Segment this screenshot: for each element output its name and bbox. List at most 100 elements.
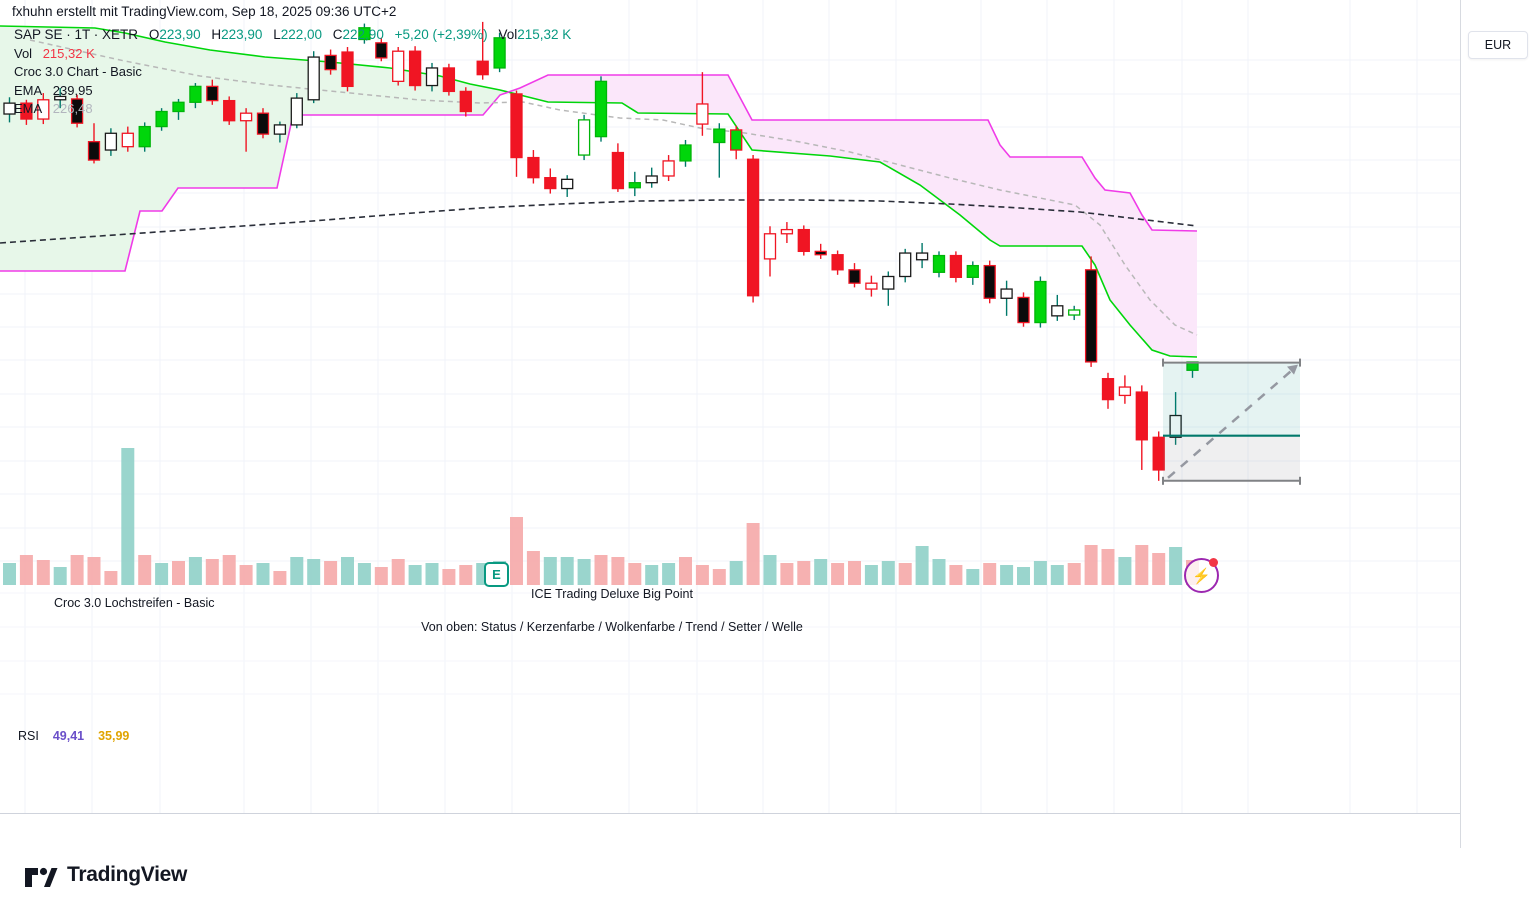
ema1-value: 239,95	[52, 82, 93, 98]
candle-body	[155, 110, 168, 128]
candle-body	[256, 112, 270, 135]
candle-body	[713, 128, 726, 144]
candle-body	[324, 54, 337, 71]
volume-bar	[391, 559, 405, 585]
candle-body	[1068, 309, 1081, 316]
candle-body	[983, 264, 996, 299]
volume-bar	[87, 557, 101, 585]
volume-bar	[459, 565, 473, 585]
chart-legend: SAP SE · 1T · XETR O223,90 H223,90 L222,…	[14, 26, 571, 119]
volume-bar	[695, 565, 709, 585]
candle-body	[37, 99, 50, 120]
candle-body	[662, 160, 675, 177]
candle-body	[561, 178, 574, 190]
volume-bar	[138, 555, 152, 585]
candle-body	[949, 254, 963, 278]
ice-trading-title: ICE Trading Deluxe Big Point	[531, 587, 693, 601]
ema1-legend-row[interactable]: EMA 239,95	[14, 82, 571, 100]
open-label: O	[148, 27, 160, 42]
symbol-row[interactable]: SAP SE · 1T · XETR O223,90 H223,90 L222,…	[14, 26, 571, 44]
croc-chart-title: Croc 3.0 Chart - Basic	[14, 64, 142, 79]
croc-chart-legend-row[interactable]: Croc 3.0 Chart - Basic	[14, 63, 571, 81]
candle-body	[459, 90, 472, 113]
rsi-ma-value: 35,99	[98, 729, 130, 743]
high-label: H	[211, 27, 222, 42]
candle-body	[476, 60, 489, 76]
rsi-legend-row[interactable]: RSI 49,41 35,99	[18, 729, 129, 743]
ema-slow-dashed-black	[0, 199, 1198, 244]
tradingview-brand[interactable]: TradingView	[67, 863, 188, 886]
candle-body	[70, 98, 84, 124]
candle-body	[1169, 414, 1182, 438]
events-lightning-button[interactable]: ⚡	[1184, 558, 1219, 593]
volume-bar	[915, 546, 929, 585]
volume-bar	[324, 561, 338, 585]
volume-bar	[831, 563, 845, 585]
currency-button[interactable]: EUR	[1468, 31, 1528, 59]
candle-body	[341, 51, 354, 88]
volume-bar	[273, 571, 287, 585]
candle-body	[1051, 305, 1064, 317]
candle-body	[1084, 269, 1098, 363]
header-vol-label: Vol	[498, 27, 518, 42]
candle-body	[493, 37, 506, 69]
candle-body	[1152, 436, 1165, 471]
fib-arrow-head	[1287, 364, 1298, 375]
candle-body	[239, 112, 253, 122]
low-label: L	[273, 27, 281, 42]
candle-body	[442, 67, 456, 93]
volume-bar	[577, 559, 591, 585]
volume-bar	[814, 559, 828, 585]
volume-bar	[746, 523, 760, 585]
volume-bar	[510, 517, 523, 585]
symbol-title[interactable]: SAP SE · 1T · XETR	[14, 27, 139, 42]
time-axis[interactable]	[0, 813, 1538, 849]
volume-bar	[848, 561, 861, 585]
ema2-legend-row[interactable]: EMA 226,48	[14, 100, 571, 118]
candle-body	[679, 144, 692, 162]
ema2-value: 226,48	[52, 101, 93, 116]
volume-bar	[780, 563, 794, 585]
candle-body	[358, 27, 371, 41]
volume-bar	[70, 555, 84, 585]
volume-bar	[1067, 563, 1081, 585]
candle-body	[307, 56, 320, 101]
rsi-value: 49,41	[52, 729, 85, 743]
volume-legend-row[interactable]: Vol 215,32 K	[14, 45, 571, 63]
volume-bar	[949, 565, 963, 585]
volume-bar	[729, 561, 743, 585]
tradingview-logo-icon[interactable]	[24, 862, 58, 888]
volume-bar	[104, 571, 118, 585]
volume-bar	[679, 557, 692, 585]
notification-dot	[1209, 558, 1218, 567]
vol-value: 215,32 K	[42, 45, 95, 61]
price-axis[interactable]: EUR	[1460, 0, 1538, 848]
volume-bar	[1118, 557, 1132, 585]
footer: TradingView	[24, 862, 187, 888]
volume-bar	[3, 563, 16, 585]
candle-body	[831, 254, 844, 271]
volume-bar	[932, 559, 946, 585]
open-value: 223,90	[159, 27, 201, 42]
earnings-marker-icon[interactable]: E	[484, 562, 509, 587]
candle-body	[932, 254, 946, 273]
cloud-magenta-line	[0, 74, 1198, 272]
candle-body	[594, 80, 608, 138]
candle-body	[780, 228, 794, 235]
volume-bar	[155, 563, 169, 585]
fib-upper-zone	[1163, 362, 1300, 436]
volume-bar	[239, 565, 253, 585]
volume-bar	[1152, 553, 1166, 585]
chart-canvas[interactable]: SAP SE · 1T · XETR O223,90 H223,90 L222,…	[0, 0, 1460, 813]
pink-cloud-fill	[520, 75, 1197, 357]
volume-bar	[983, 563, 997, 585]
volume-bar	[645, 565, 659, 585]
volume-bar	[188, 557, 202, 585]
volume-bar	[966, 569, 980, 585]
chart-svg[interactable]	[0, 0, 1460, 813]
candle-body	[290, 97, 303, 126]
candle-body	[1000, 288, 1013, 299]
lochstreifen-title[interactable]: Croc 3.0 Lochstreifen - Basic	[54, 596, 215, 610]
candle-body	[696, 103, 709, 125]
